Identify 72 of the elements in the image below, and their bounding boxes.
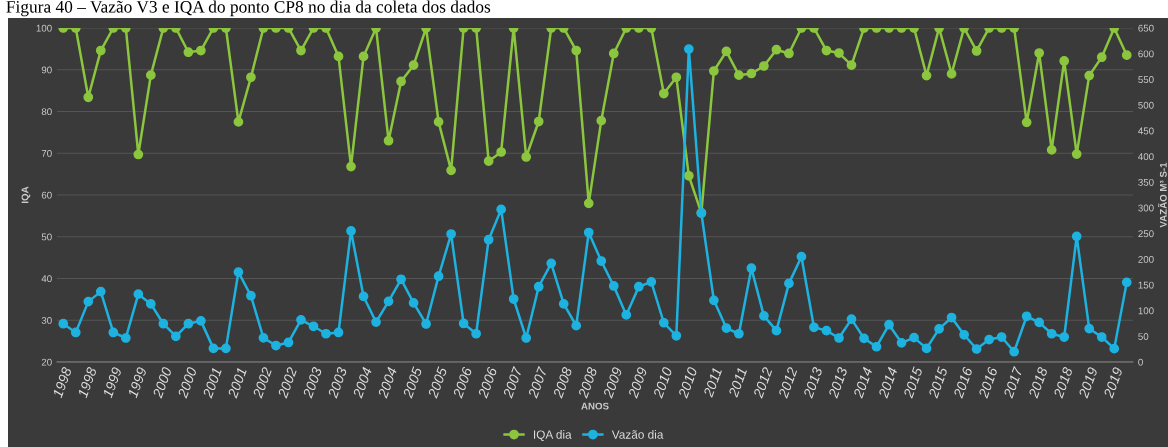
x-tick-label: 2004 — [377, 366, 398, 399]
y2-tick-label: 650 — [1138, 24, 1154, 32]
x-tick-label: 2000 — [152, 366, 173, 399]
x-tick-label: 2016 — [978, 366, 998, 399]
x-tick-label: 1999 — [127, 366, 148, 399]
x-tick-label: 2003 — [327, 366, 348, 399]
y-tick-label: 80 — [41, 108, 52, 116]
y2-tick-label: 400 — [1138, 153, 1154, 161]
x-tick-label: 1999 — [102, 366, 122, 399]
x-tick-label: 2001 — [227, 367, 247, 399]
y-tick-label: 40 — [41, 275, 52, 283]
x-tick-label: 2012 — [752, 366, 773, 399]
y-tick-label: 20 — [41, 358, 52, 366]
x-tick-label: 2008 — [577, 366, 598, 399]
x-tick-label: 2018 — [1053, 366, 1073, 399]
x-tick-label: 2015 — [903, 366, 923, 399]
x-tick-label: 2003 — [302, 366, 323, 399]
y-tick-label: 60 — [41, 191, 52, 199]
x-tick-label: 2009 — [627, 366, 648, 399]
y-tick-label: 50 — [41, 233, 52, 241]
y2-tick-label: 500 — [1138, 101, 1154, 109]
x-tick-label: 2018 — [1028, 366, 1048, 399]
x-tick-label: 2011 — [728, 367, 748, 398]
x-tick-label: 2005 — [402, 366, 423, 399]
x-tick-label: 2002 — [277, 366, 298, 399]
x-tick-label: 1998 — [77, 366, 98, 399]
y2-tick-label: 200 — [1138, 255, 1154, 263]
x-tick-label: 2010 — [652, 366, 673, 399]
y-tick-label: 100 — [36, 24, 52, 32]
y-axis-title: IQA — [21, 186, 31, 203]
x-tick-label: 2000 — [177, 366, 198, 399]
x-tick-label: 2014 — [877, 366, 898, 399]
x-tick-label: 2009 — [602, 366, 623, 399]
y2-tick-label: 0 — [1138, 358, 1143, 366]
x-tick-label: 2005 — [427, 366, 448, 399]
x-tick-label: 2010 — [677, 366, 698, 399]
y2-axis-title: VAZÃO M³ S-1 — [1158, 162, 1167, 228]
x-tick-label: 2014 — [852, 366, 873, 399]
y-tick-label: 90 — [41, 66, 52, 74]
y2-tick-label: 100 — [1138, 307, 1154, 315]
x-tick-label: 2017 — [1003, 365, 1024, 399]
x-tick-label: 2004 — [352, 366, 373, 399]
x-tick-label: 2008 — [552, 366, 573, 399]
x-tick-label: 2013 — [827, 366, 848, 399]
y-tick-label: 30 — [41, 316, 52, 324]
x-tick-label: 1998 — [52, 366, 73, 399]
x-tick-label: 2006 — [477, 366, 498, 399]
x-tick-label: 2012 — [777, 366, 798, 399]
chart-title: Figura 40 – Vazão V3 e IQA do ponto CP8 no dia da coleta dos dados — [6, 0, 491, 17]
legend-label: Vazão dia — [611, 430, 664, 439]
y2-tick-label: 450 — [1138, 127, 1154, 135]
x-tick-label: 2011 — [702, 367, 723, 398]
x-tick-label: 2019 — [1103, 366, 1123, 399]
y2-tick-label: 350 — [1138, 178, 1154, 186]
legend-label: IQA dia — [534, 430, 572, 441]
x-tick-label: 2016 — [953, 366, 973, 399]
y2-tick-label: 50 — [1138, 333, 1149, 340]
x-tick-label: 2007 — [527, 365, 548, 399]
x-tick-label: 2007 — [502, 365, 523, 399]
y-tick-label: 70 — [41, 149, 52, 157]
x-axis-title: ANOS — [581, 402, 609, 410]
x-tick-label: 2013 — [802, 366, 823, 399]
x-tick-label: 2002 — [252, 366, 273, 399]
x-tick-label: 2001 — [202, 367, 222, 399]
y2-tick-label: 150 — [1138, 281, 1154, 289]
y2-tick-label: 250 — [1138, 230, 1154, 238]
x-tick-label: 2019 — [1078, 366, 1098, 399]
x-tick-label: 2006 — [452, 366, 473, 399]
y2-tick-label: 300 — [1138, 204, 1154, 212]
x-tick-label: 2015 — [928, 366, 948, 399]
y2-tick-label: 550 — [1138, 76, 1154, 83]
y2-tick-label: 600 — [1138, 50, 1154, 58]
